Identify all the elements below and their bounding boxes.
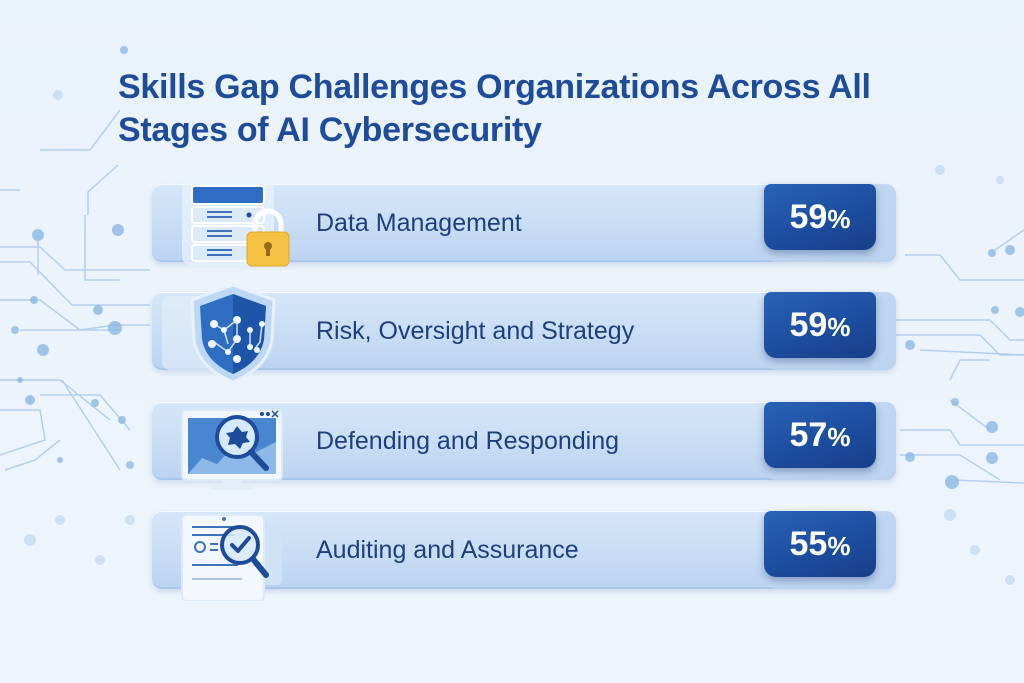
percentage-value: 59 [789, 306, 828, 344]
row-auditing-assurance: Auditing and Assurance 55% [152, 511, 896, 601]
percent-sign: % [827, 204, 851, 234]
percentage-badge: 59% [764, 292, 876, 358]
percentage-badge: 57% [764, 402, 876, 468]
title-line-2: Stages of AI Cybersecurity [118, 111, 542, 149]
title-line-1: Skills Gap Challenges Organizations Acro… [118, 68, 871, 106]
row-label: Auditing and Assurance [316, 536, 579, 564]
row-label: Defending and Responding [316, 427, 620, 455]
percentage-value: 55 [789, 525, 828, 563]
row-risk-oversight-strategy: Risk, Oversight and Strategy 59% [152, 283, 896, 382]
row-defending-responding: Defending and Responding 57% [152, 402, 896, 490]
row-data-management: Data Management 59% [152, 178, 896, 267]
row-label: Data Management [316, 209, 522, 237]
document-check-magnifier-icon [181, 514, 282, 601]
server-lock-icon [182, 178, 290, 267]
percent-sign: % [827, 422, 851, 452]
percentage-value: 57 [789, 416, 828, 454]
page-title: Skills Gap Challenges Organizations Acro… [118, 66, 918, 152]
percentage-value: 59 [789, 198, 828, 236]
row-label: Risk, Oversight and Strategy [316, 317, 635, 345]
monitor-magnifier-icon [181, 409, 283, 490]
percent-sign: % [827, 312, 851, 342]
shield-network-icon [162, 283, 276, 382]
percentage-badge: 59% [764, 184, 876, 250]
percentage-badge: 55% [764, 511, 876, 577]
percent-sign: % [827, 531, 851, 561]
